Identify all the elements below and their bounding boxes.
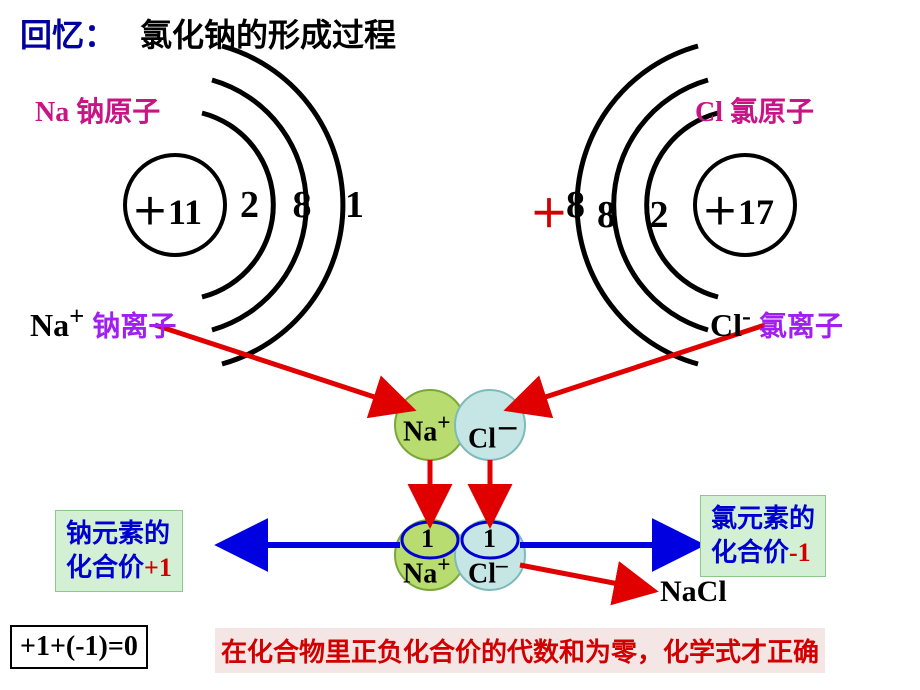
cl-valence-box: 氯元素的 化合价-1 — [700, 495, 826, 577]
na-ion-label: Na+ 钠离子 — [30, 300, 176, 345]
page-title: 氯化钠的形成过程 — [140, 10, 396, 56]
bot-cl: Cl– — [468, 552, 508, 590]
mid-na: Na+ — [403, 410, 451, 448]
na-shells: 2 8 1 — [240, 183, 376, 227]
recall-label: 回忆： — [20, 10, 116, 56]
rule-text: 在化合物里正负化合价的代数和为零，化学式才正确 — [215, 628, 825, 673]
cl-atom-label: Cl 氯原子 — [695, 90, 814, 130]
na-valence-box: 钠元素的 化合价+1 — [55, 510, 183, 592]
cl-shells: ＋888 2 — [530, 183, 681, 238]
na-atom-label: Na 钠原子 — [35, 90, 160, 130]
mid-cl: Cl－ — [468, 410, 519, 455]
bot-cl-count: 1 — [483, 524, 496, 554]
cl-ion-label: Cl- 氯离子 — [710, 300, 843, 345]
na-nucleus: ＋11 — [132, 183, 202, 235]
bot-na: Na+ — [403, 552, 451, 590]
bot-na-count: 1 — [421, 524, 434, 554]
cl-nucleus: ＋17 — [702, 183, 774, 235]
nacl-label: NaCl — [660, 575, 727, 609]
equation-box: +1+(-1)=0 — [10, 625, 148, 669]
